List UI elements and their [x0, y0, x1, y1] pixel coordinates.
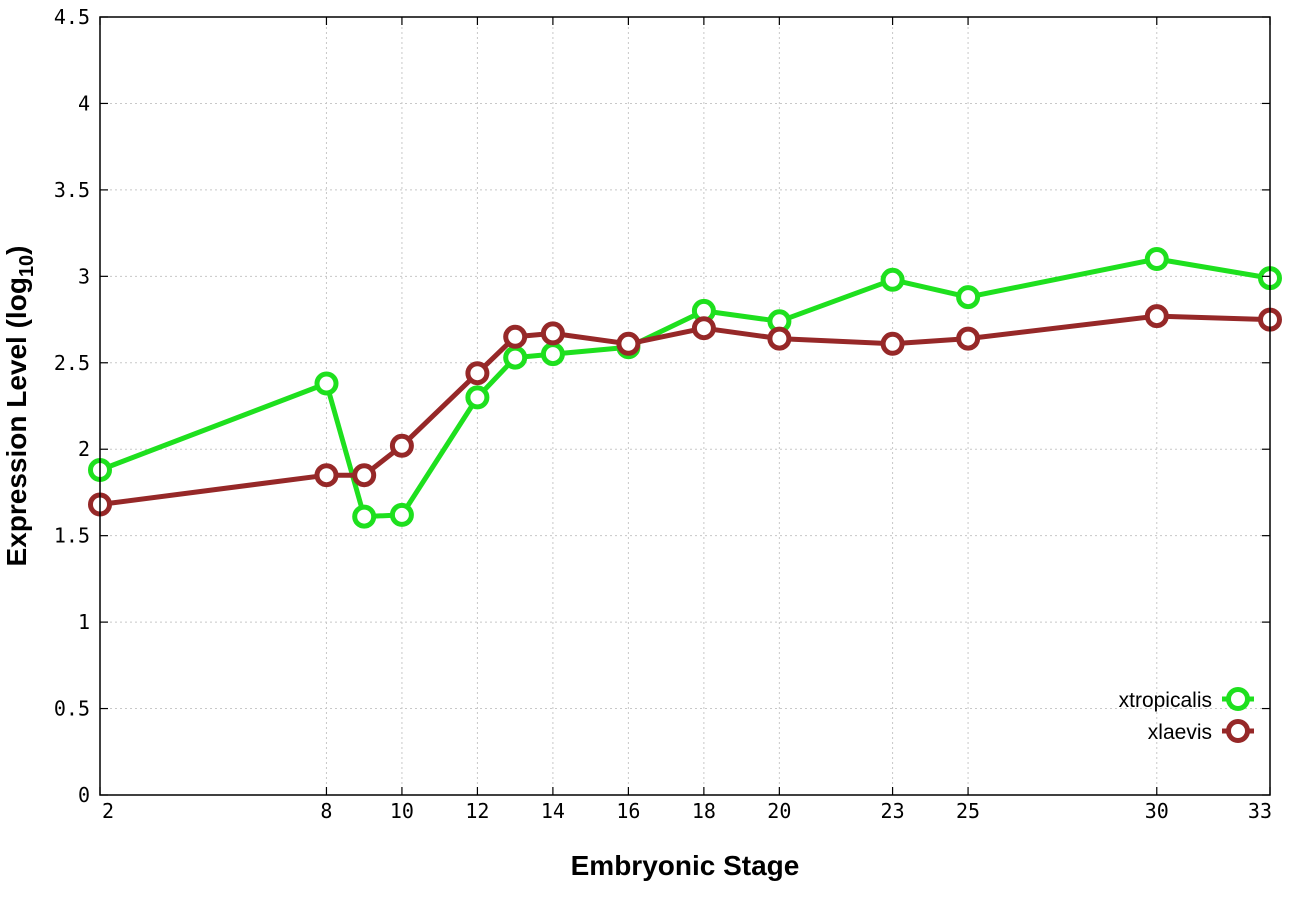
series-line-xlaevis — [99, 313, 1271, 507]
x-tick-label: 23 — [881, 799, 905, 823]
axis-ticks — [99, 16, 1271, 796]
legend-label-xtropicalis: xtropicalis — [1119, 689, 1212, 712]
data-point-xlaevis — [1144, 304, 1169, 329]
tick-labels: 0 0.5 1 1.5 2 2.5 3 3.5 4 4.5 2 8 10 12 14 16 18 20 23 25 30… — [54, 5, 1272, 823]
x-tick-label: 14 — [541, 799, 565, 823]
plot-frame — [99, 16, 1271, 796]
y-tick-label: 2.5 — [54, 351, 90, 375]
data-point-xlaevis — [616, 331, 641, 356]
series-line-xtropicalis — [99, 256, 1271, 520]
data-point-xtropicalis — [1144, 247, 1169, 271]
x-tick-label: 2 — [102, 799, 114, 823]
x-tick-label: 18 — [692, 799, 716, 823]
legend-marker-xlaevis — [1226, 719, 1250, 743]
data-point-xtropicalis — [352, 504, 377, 529]
x-tick-label: 16 — [616, 799, 640, 823]
data-point-xtropicalis — [465, 385, 490, 410]
y-axis-title-subscript: 10 — [16, 255, 38, 277]
y-tick-label: 3 — [78, 264, 90, 288]
x-tick-label: 10 — [390, 799, 414, 823]
x-tick-label: 30 — [1145, 799, 1169, 823]
y-axis-title: Expression Level (log10) — [1, 246, 38, 567]
x-tick-label: 8 — [320, 799, 332, 823]
data-point-xlaevis — [389, 433, 414, 458]
y-tick-label: 1.5 — [54, 524, 90, 548]
y-axis-title-close: ) — [1, 246, 32, 255]
data-point-xlaevis — [465, 361, 490, 386]
y-tick-label: 1 — [78, 610, 90, 634]
y-tick-label: 4 — [78, 91, 90, 115]
data-point-xlaevis — [956, 326, 981, 351]
legend-marker-xtropicalis — [1226, 687, 1250, 711]
x-axis-title: Embryonic Stage — [571, 850, 800, 881]
grid — [100, 17, 1270, 795]
y-axis-title-main: Expression Level (log — [1, 277, 32, 566]
data-point-xlaevis — [691, 316, 716, 341]
y-tick-label: 0.5 — [54, 697, 90, 721]
data-point-xtropicalis — [540, 342, 565, 367]
data-point-xlaevis — [540, 321, 565, 346]
y-tick-label: 0 — [78, 783, 90, 807]
data-point-xlaevis — [314, 463, 339, 488]
legend-label-xlaevis: xlaevis — [1148, 721, 1212, 744]
legend: xtropicalis xlaevis — [1119, 687, 1254, 744]
data-point-xtropicalis — [503, 345, 528, 370]
data-point-xtropicalis — [956, 285, 981, 310]
data-point-xlaevis — [767, 326, 792, 351]
x-tick-label: 20 — [767, 799, 791, 823]
data-point-xlaevis — [503, 324, 528, 349]
x-tick-label: 12 — [465, 799, 489, 823]
data-point-xlaevis — [352, 463, 377, 488]
y-tick-label: 3.5 — [54, 178, 90, 202]
series-layer — [88, 247, 1282, 529]
data-point-xlaevis — [880, 331, 905, 356]
y-tick-label: 4.5 — [54, 5, 90, 29]
x-tick-label: 25 — [956, 799, 980, 823]
data-point-xtropicalis — [389, 502, 414, 527]
y-tick-label: 2 — [78, 437, 90, 461]
data-point-xtropicalis — [314, 371, 339, 396]
x-tick-label: 33 — [1248, 799, 1272, 823]
data-point-xtropicalis — [880, 267, 905, 292]
